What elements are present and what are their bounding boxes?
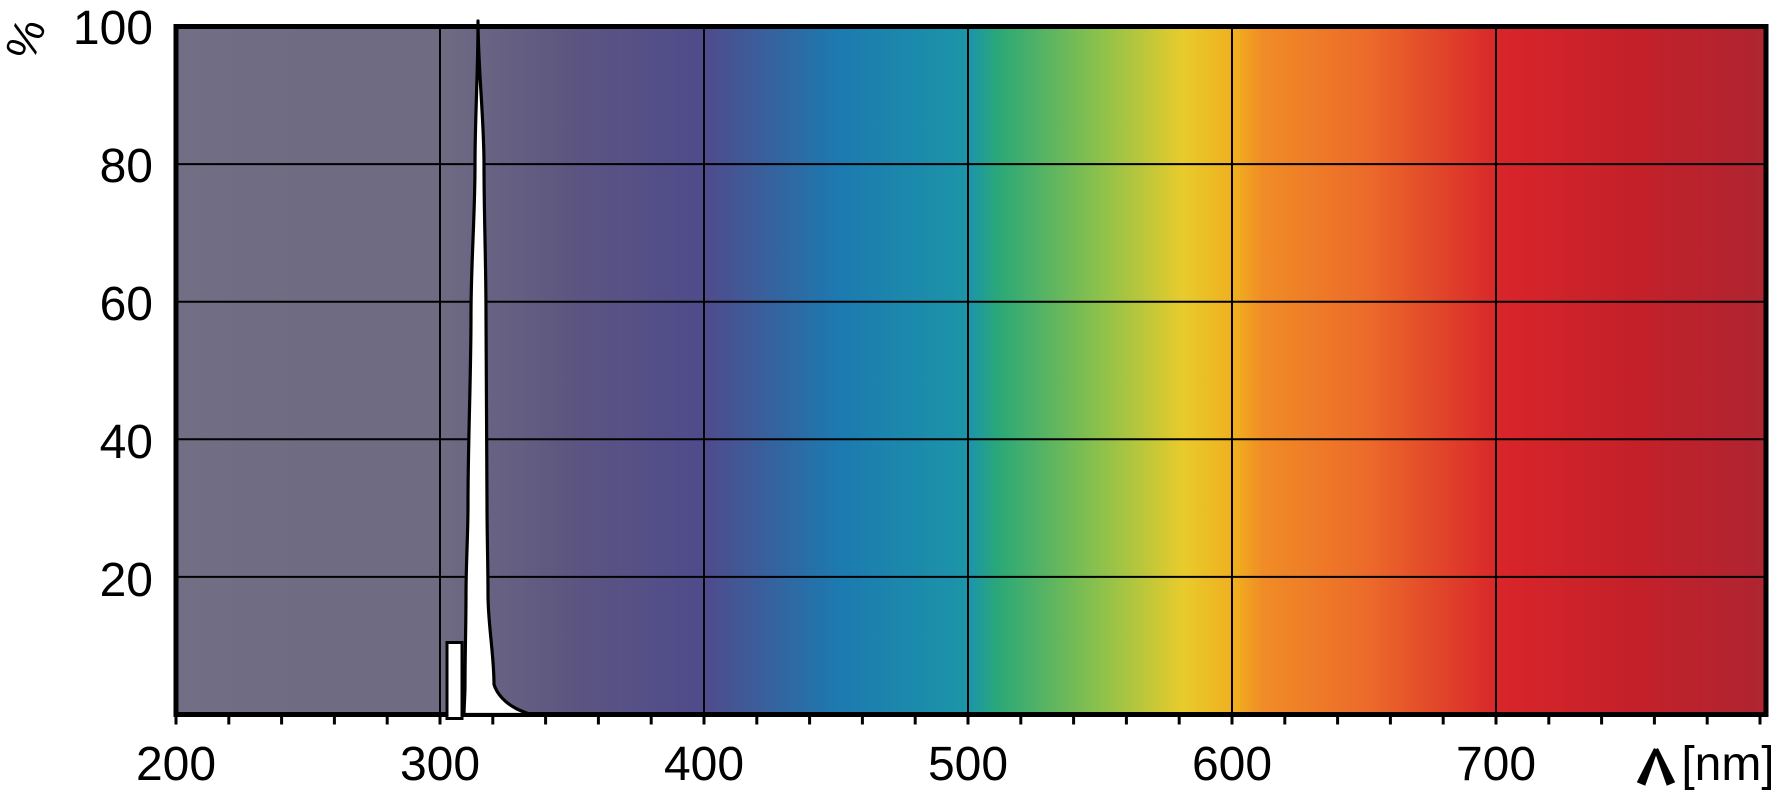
svg-text:80: 80: [100, 140, 153, 193]
svg-text:500: 500: [928, 738, 1008, 791]
svg-text:[nm]: [nm]: [1681, 738, 1771, 791]
svg-text:40: 40: [100, 416, 153, 469]
svg-text:700: 700: [1456, 738, 1536, 791]
svg-text:%: %: [0, 12, 56, 66]
svg-text:300: 300: [400, 738, 480, 791]
svg-text:200: 200: [136, 738, 216, 791]
svg-text:400: 400: [664, 738, 744, 791]
svg-text:100: 100: [73, 2, 153, 55]
svg-text:60: 60: [100, 278, 153, 331]
svg-text:20: 20: [100, 554, 153, 607]
svg-text:600: 600: [1192, 738, 1272, 791]
